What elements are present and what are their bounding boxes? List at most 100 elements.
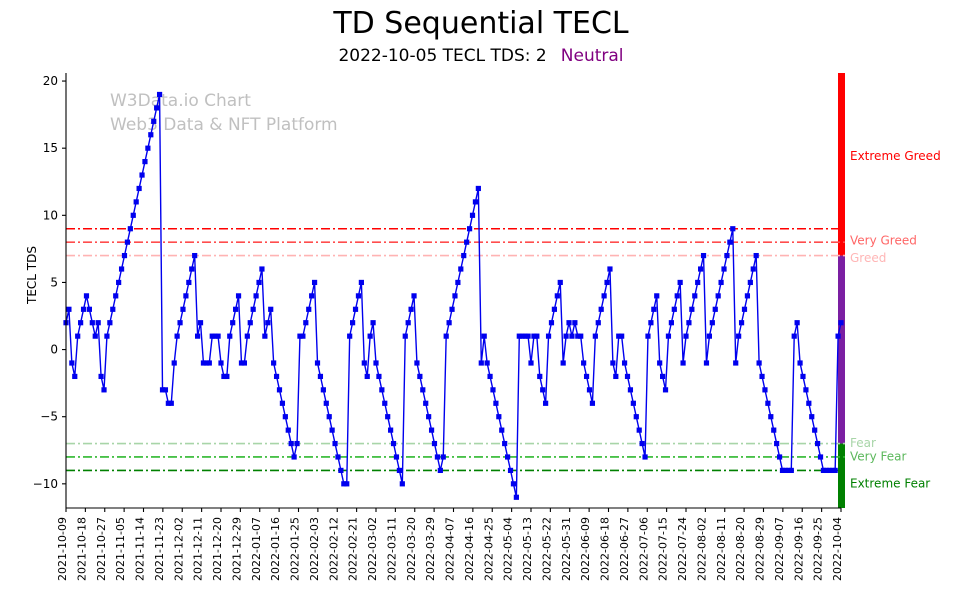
page-title: TD Sequential TECL [333,6,629,41]
data-point [171,360,177,366]
data-point [545,333,552,339]
x-tick-label: 2022-09-16 [792,517,805,581]
data-point [230,320,236,326]
data-point [510,481,517,487]
data-point [464,239,470,245]
data-point [551,306,557,312]
data-point [423,400,429,406]
data-point [329,427,335,433]
data-point [303,320,309,326]
data-point [665,333,672,339]
x-tick-label: 2022-08-20 [734,517,747,581]
data-point [730,226,736,232]
data-point [648,320,654,326]
data-point [209,333,215,339]
data-point [168,400,174,406]
data-point [724,252,730,259]
data-point [162,387,169,393]
data-point [776,454,783,460]
color-bar-neutral-zone [838,255,845,444]
data-point [118,266,125,272]
data-point [195,333,201,339]
data-point [817,454,824,460]
data-point [595,320,601,326]
data-point [455,279,461,286]
data-point [86,306,92,312]
x-tick-label: 2022-02-21 [347,517,360,581]
data-point [826,467,832,474]
data-point [192,252,198,259]
data-point [791,333,797,339]
data-point [712,306,718,312]
data-point [279,400,286,406]
data-point [420,387,426,393]
data-point [823,467,829,474]
data-point [621,360,628,366]
data-point [417,373,423,380]
x-tick-label: 2022-08-02 [695,517,708,581]
data-point [227,333,233,339]
data-point [700,252,707,259]
data-point [838,320,844,326]
data-point [698,266,704,272]
data-point [733,360,739,366]
data-point [376,373,382,380]
data-point [475,185,481,192]
data-point [756,360,762,366]
data-point [645,333,651,339]
data-point [683,333,689,339]
data-point [154,105,160,111]
color-bar-fear-zone [838,443,845,508]
data-point [186,279,192,286]
data-point [835,333,841,339]
data-point [662,387,669,393]
data-point [259,266,265,272]
data-point [218,360,224,366]
data-point [142,159,148,165]
data-point [426,414,432,420]
data-point [399,481,405,487]
data-point [484,360,490,366]
data-point [627,387,634,393]
x-tick-label: 2021-12-11 [192,517,205,581]
x-tick-label: 2022-02-03 [308,517,321,581]
x-tick-label: 2022-03-20 [405,517,418,581]
data-point [604,279,610,286]
data-point [671,306,677,312]
data-point [317,373,324,380]
data-point [624,373,631,380]
data-point [148,132,154,138]
data-point [200,360,207,366]
zone-label-very-greed: Very Greed [850,233,917,247]
data-point [221,373,227,380]
data-point [575,333,581,339]
x-tick-label: 2021-11-23 [153,517,166,581]
data-point [478,360,484,366]
data-point [466,226,473,232]
data-point [388,427,394,433]
x-tick-label: 2022-06-18 [599,517,612,581]
data-point [379,387,385,393]
svg-text:Web3 Data & NFT Platform: Web3 Data & NFT Platform [110,115,338,135]
data-point [253,293,259,299]
data-point [832,467,838,474]
data-point [95,320,101,326]
data-point [440,454,446,460]
data-point [519,333,525,339]
data-point [382,400,388,406]
data-point [534,333,540,339]
data-point [66,306,72,312]
data-point [771,427,777,433]
data-point [151,118,157,124]
data-point [145,145,151,151]
data-point [241,360,247,366]
subtitle-reading: 2022-10-05 TECL TDS: 2 [338,46,547,66]
data-point [516,333,522,339]
data-point [499,427,505,433]
data-point [358,279,364,286]
data-point [347,333,353,339]
data-point [630,400,636,406]
data-point [256,279,262,286]
data-point [306,306,312,312]
axes [65,73,841,509]
